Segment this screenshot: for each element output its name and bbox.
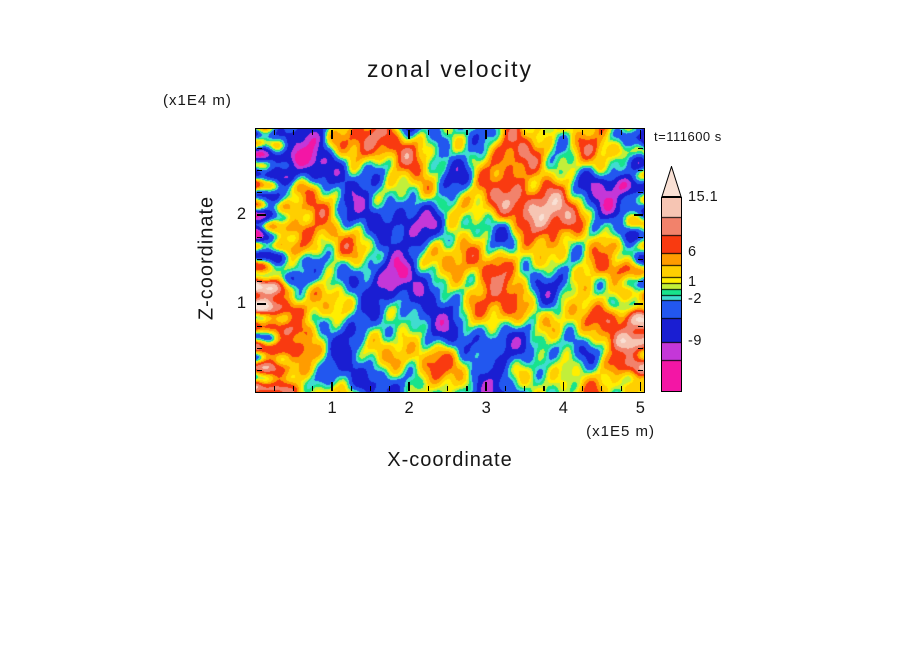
tick-mark (256, 259, 262, 261)
tick-mark (256, 214, 266, 216)
y-axis-units-label: (x1E4 m) (163, 92, 232, 109)
x-tick-label: 4 (558, 399, 568, 417)
tick-mark (447, 129, 449, 135)
tick-mark (370, 129, 372, 135)
contour-field-canvas (255, 128, 645, 393)
tick-mark (331, 382, 333, 392)
tick-mark (524, 386, 526, 392)
tick-mark (485, 129, 488, 139)
tick-mark (638, 259, 644, 261)
timestamp-label: t=111600 s (654, 129, 722, 144)
tick-mark (504, 386, 507, 392)
tick-mark (582, 386, 584, 392)
tick-mark (543, 386, 545, 392)
plot-area (255, 128, 645, 393)
tick-mark (562, 129, 565, 139)
tick-mark (639, 129, 642, 139)
x-tick-label: 3 (481, 399, 491, 417)
colorbar-tick-label: -2 (688, 291, 702, 308)
tick-mark (389, 386, 391, 392)
tick-mark (638, 170, 644, 172)
tick-mark (638, 325, 644, 327)
tick-mark (273, 129, 275, 135)
tick-mark (620, 386, 622, 392)
tick-mark (292, 386, 295, 392)
tick-mark (273, 386, 275, 392)
chart-title: zonal velocity (366, 56, 534, 82)
tick-mark (562, 382, 565, 392)
tick-mark (256, 192, 262, 194)
x-axis-units-label: (x1E5 m) (586, 423, 655, 440)
tick-mark (638, 236, 644, 238)
tick-mark (582, 129, 584, 135)
tick-mark (601, 386, 603, 392)
tick-mark (524, 129, 526, 135)
tick-mark (408, 382, 410, 392)
tick-mark (639, 382, 642, 392)
colorbar-tick-label: 6 (688, 243, 697, 260)
tick-mark (389, 129, 391, 135)
tick-mark (312, 129, 314, 135)
tick-mark (638, 147, 644, 149)
tick-mark (256, 347, 262, 350)
y-tick-label: 1 (236, 294, 246, 313)
tick-mark (408, 129, 410, 139)
tick-mark (427, 129, 429, 135)
tick-mark (634, 214, 644, 216)
tick-mark (485, 382, 488, 392)
colorbar-tick-label: 15.1 (688, 189, 719, 205)
tick-mark (466, 129, 468, 135)
tick-mark (256, 236, 262, 238)
x-axis-title: X-coordinate (387, 449, 513, 471)
tick-mark (312, 386, 314, 392)
tick-mark (638, 347, 644, 350)
tick-mark (350, 129, 352, 135)
tick-mark (256, 170, 262, 172)
tick-mark (634, 303, 644, 305)
tick-mark (331, 129, 333, 139)
tick-mark (601, 129, 603, 135)
tick-mark (466, 386, 468, 392)
tick-mark (543, 129, 545, 135)
tick-mark (638, 281, 644, 283)
x-tick-label: 2 (404, 399, 414, 417)
tick-mark (292, 129, 295, 135)
tick-mark (638, 370, 644, 372)
y-tick-label: 2 (236, 205, 246, 224)
tick-mark (256, 147, 262, 149)
colorbar-tick-label: -9 (688, 333, 702, 350)
x-tick-label: 5 (635, 399, 645, 417)
tick-mark (620, 129, 622, 135)
tick-mark (256, 281, 262, 283)
colorbar (661, 197, 682, 392)
tick-mark (256, 303, 266, 305)
colorbar-tick-label: 1 (688, 273, 697, 290)
tick-mark (256, 325, 262, 327)
tick-mark (427, 386, 429, 392)
tick-mark (447, 386, 449, 392)
colorbar-overflow-arrow-icon (661, 166, 682, 197)
tick-mark (256, 370, 262, 372)
x-tick-label: 1 (327, 399, 337, 417)
tick-mark (638, 192, 644, 194)
tick-mark (350, 386, 352, 392)
tick-mark (370, 386, 372, 392)
tick-mark (504, 129, 507, 135)
